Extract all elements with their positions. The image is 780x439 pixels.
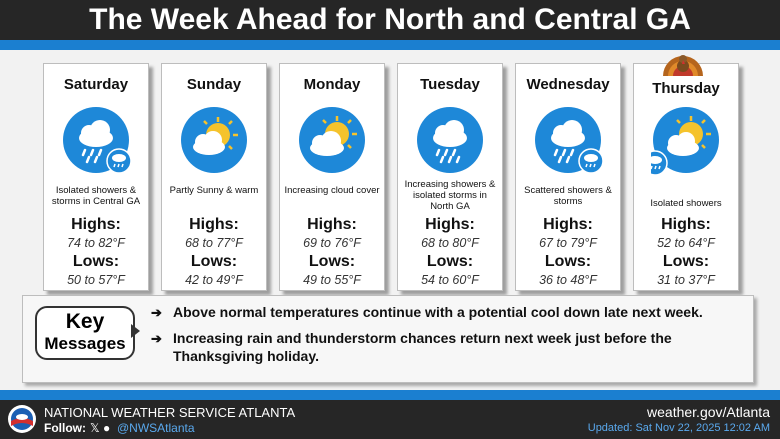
day-name: Sunday	[186, 76, 242, 93]
forecast-description: Increasing showers & isolated storms in …	[404, 179, 496, 212]
lows-label: Lows:	[72, 253, 120, 270]
turkey-icon	[658, 46, 708, 80]
highs-label: Highs:	[71, 216, 121, 233]
lows-range: 31 to 37°F	[657, 273, 715, 287]
header-accent-strip	[0, 40, 780, 50]
office-name: NATIONAL WEATHER SERVICE ATLANTA	[44, 405, 296, 420]
highs-range: 69 to 76°F	[303, 236, 361, 250]
nws-logo-icon	[7, 404, 37, 434]
badge-pointer-icon	[131, 324, 140, 338]
day-name: Monday	[303, 76, 361, 93]
day-card-tuesday: Tuesday Increasing showers & isolated st…	[397, 63, 503, 291]
highs-range: 74 to 82°F	[67, 236, 125, 250]
day-card-monday: Monday Increasing cloud cover Highs: 69 …	[279, 63, 385, 291]
arrow-icon: ➔	[151, 331, 162, 346]
rain-storm-icon	[61, 105, 132, 175]
day-name: Thursday	[652, 80, 720, 97]
forecast-description: Isolated showers	[650, 198, 722, 209]
rain-storm-icon	[533, 105, 604, 175]
key-message-1: Above normal temperatures continue with …	[173, 304, 703, 320]
highs-range: 68 to 77°F	[185, 236, 243, 250]
messages-label: Messages	[44, 334, 126, 353]
highs-label: Highs:	[425, 216, 475, 233]
highs-range: 52 to 64°F	[657, 236, 715, 250]
forecast-description: Scattered showers & storms	[524, 185, 612, 207]
highs-label: Highs:	[543, 216, 593, 233]
lows-label: Lows:	[308, 253, 356, 270]
lows-range: 49 to 55°F	[303, 273, 361, 287]
follow-label: Follow:	[44, 421, 86, 435]
sun-cloud-rain-icon	[642, 105, 721, 176]
day-card-wednesday: Wednesday Scattered showers & storms Hig…	[515, 63, 621, 291]
day-card-sunday: Sunday Partly Sunny & warm Highs: 68 to …	[161, 63, 267, 291]
social-handle-link[interactable]: @NWSAtlanta	[117, 421, 195, 435]
key-messages-panel: Key Messages ➔ Above normal temperatures…	[22, 295, 754, 383]
key-message-2-continued: Thanksgiving holiday.	[173, 348, 319, 364]
key-label: Key	[65, 310, 105, 333]
day-card-saturday: Saturday Isolated showers & storms in Ce…	[43, 63, 149, 291]
lows-label: Lows:	[426, 253, 474, 270]
footer: NATIONAL WEATHER SERVICE ATLANTA Follow:…	[0, 400, 780, 439]
day-name: Saturday	[63, 76, 129, 93]
lows-range: 54 to 60°F	[421, 273, 479, 287]
partly-sunny-icon	[179, 105, 249, 175]
day-name: Tuesday	[420, 76, 480, 93]
forecast-description: Isolated showers & storms in Central GA	[51, 185, 141, 207]
partly-sunny-icon	[297, 105, 367, 175]
day-card-thursday: Thursday Isolated showers Highs: 52 to 6…	[633, 63, 739, 291]
highs-label: Highs:	[661, 216, 711, 233]
forecast-panel: Saturday Isolated showers & storms in Ce…	[0, 50, 780, 390]
lows-label: Lows:	[662, 253, 710, 270]
arrow-icon: ➔	[151, 305, 162, 320]
rain-icon	[415, 105, 485, 175]
lows-range: 42 to 49°F	[185, 273, 243, 287]
website-link[interactable]: weather.gov/Atlanta	[647, 404, 770, 420]
forecast-description: Increasing cloud cover	[284, 185, 380, 196]
page-title: The Week Ahead for North and Central GA	[0, 0, 780, 40]
highs-range: 67 to 79°F	[539, 236, 597, 250]
lows-label: Lows:	[190, 253, 238, 270]
lows-label: Lows:	[544, 253, 592, 270]
forecast-description: Partly Sunny & warm	[169, 185, 259, 196]
highs-label: Highs:	[189, 216, 239, 233]
key-message-2: Increasing rain and thunderstorm chances…	[173, 330, 672, 346]
lows-range: 50 to 57°F	[67, 273, 125, 287]
lows-range: 36 to 48°F	[539, 273, 597, 287]
social-icons[interactable]: 𝕏 ●	[90, 421, 111, 435]
highs-range: 68 to 80°F	[421, 236, 479, 250]
footer-accent-strip	[0, 390, 780, 400]
highs-label: Highs:	[307, 216, 357, 233]
day-name: Wednesday	[526, 76, 610, 93]
updated-timestamp: Updated: Sat Nov 22, 2025 12:02 AM	[587, 422, 770, 434]
key-messages-badge: Key Messages	[35, 306, 135, 360]
